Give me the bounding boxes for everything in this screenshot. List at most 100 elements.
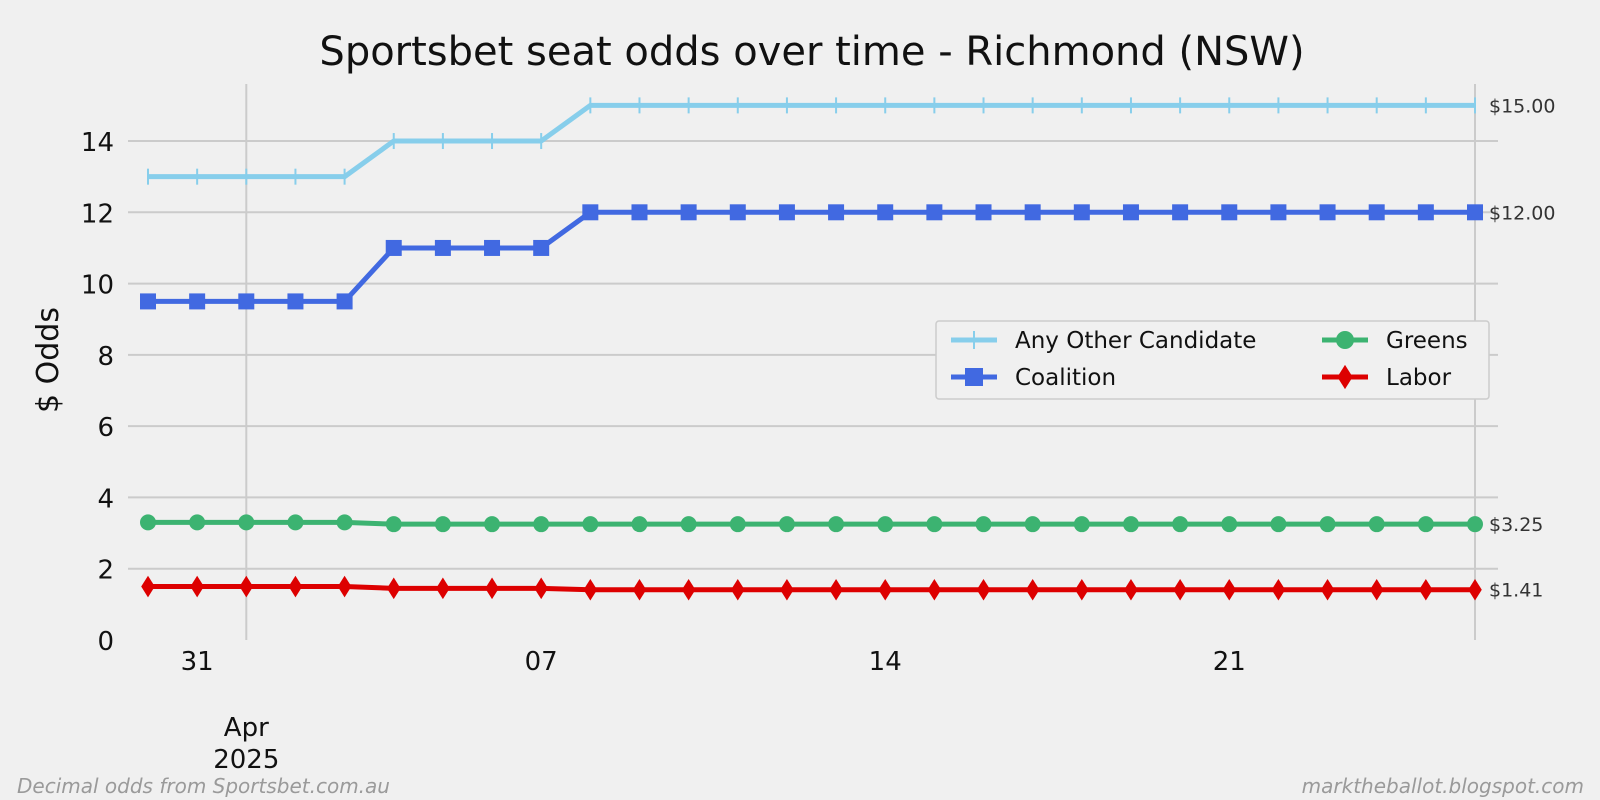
data-point <box>140 514 156 531</box>
data-point <box>1122 204 1139 221</box>
data-point <box>386 577 401 600</box>
data-point <box>877 204 894 221</box>
data-point <box>385 239 402 256</box>
data-point <box>239 575 254 598</box>
data-point <box>141 575 155 598</box>
data-point <box>1124 578 1138 601</box>
series-line <box>148 209 1475 304</box>
data-point <box>926 204 943 221</box>
data-point <box>680 516 697 533</box>
data-point <box>485 577 499 600</box>
data-point <box>238 514 255 531</box>
series-labor <box>141 575 1482 601</box>
data-point <box>238 293 255 310</box>
data-point <box>729 516 746 533</box>
x-tick-label: 21 <box>1213 647 1246 677</box>
data-point <box>1337 364 1353 390</box>
data-point <box>1172 204 1189 221</box>
data-point <box>1221 516 1238 533</box>
data-point <box>975 204 992 221</box>
data-point <box>631 204 648 221</box>
data-point <box>829 578 843 601</box>
series-layer <box>140 97 1483 601</box>
data-point <box>583 578 598 601</box>
data-point <box>778 516 795 533</box>
data-point <box>484 239 501 256</box>
site-credit: marktheballot.blogspot.com <box>1301 774 1584 798</box>
data-point <box>434 516 451 533</box>
end-value-label: $1.41 <box>1489 580 1543 602</box>
y-tick-label: 8 <box>97 342 114 372</box>
data-point <box>1368 516 1385 533</box>
y-tick-label: 6 <box>97 413 114 443</box>
end-value-label: $3.25 <box>1489 514 1543 536</box>
data-point <box>976 578 991 601</box>
legend-label: Coalition <box>1015 365 1116 391</box>
data-point <box>1172 516 1189 533</box>
data-point <box>631 516 648 533</box>
source-note: Decimal odds from Sportsbet.com.au <box>17 774 390 798</box>
data-point <box>533 239 550 256</box>
data-point <box>436 577 450 600</box>
x-tick-label: 31 <box>181 647 214 677</box>
data-point <box>1468 578 1482 601</box>
data-point <box>1336 331 1354 349</box>
series-any-other-candidate <box>147 97 1476 185</box>
end-value-label: $15.00 <box>1489 95 1555 117</box>
data-point <box>1368 204 1385 221</box>
data-point <box>1319 204 1336 221</box>
y-tick-label: 4 <box>97 484 114 514</box>
chart-title: Sportsbet seat odds over time - Richmond… <box>319 29 1304 75</box>
x-year-label: 2025 <box>213 745 279 775</box>
end-labels: $15.00 $12.00 $3.25 $1.41 <box>1489 95 1555 601</box>
legend-item: Labor <box>1322 364 1452 391</box>
data-point <box>190 575 204 598</box>
data-point <box>681 578 696 601</box>
data-point <box>1467 204 1483 221</box>
data-point <box>1270 516 1287 533</box>
data-point <box>965 368 983 386</box>
y-tick-label: 14 <box>81 128 114 158</box>
data-point <box>927 578 942 601</box>
data-point <box>1024 204 1041 221</box>
data-point <box>582 516 599 533</box>
data-point <box>533 516 550 533</box>
data-point <box>484 516 501 533</box>
data-point <box>534 577 548 600</box>
data-point <box>828 204 845 221</box>
data-point <box>288 575 303 598</box>
y-axis-label: $ Odds <box>31 307 66 413</box>
data-point <box>1075 578 1089 601</box>
legend-item: Any Other Candidate <box>951 328 1256 354</box>
data-point <box>189 293 206 310</box>
legend: Any Other Candidate Coalition Greens Labor <box>935 320 1490 400</box>
data-point <box>140 293 156 310</box>
data-point <box>287 293 304 310</box>
y-tick-label: 12 <box>81 199 114 229</box>
legend-label: Labor <box>1386 365 1452 391</box>
data-point <box>926 516 943 533</box>
data-point <box>1173 578 1187 601</box>
data-point <box>336 514 353 531</box>
data-point <box>434 239 451 256</box>
data-point <box>778 204 795 221</box>
x-month-label: Apr <box>224 713 269 743</box>
y-tick-label: 2 <box>97 556 114 586</box>
legend-item: Greens <box>1322 328 1468 354</box>
data-point <box>1369 578 1384 601</box>
data-point <box>730 578 745 601</box>
data-point <box>1073 516 1090 533</box>
data-point <box>1419 578 1433 601</box>
y-axis-ticks: 0 2 4 6 8 10 12 14 <box>81 128 114 657</box>
data-point <box>1417 204 1434 221</box>
data-point <box>1271 578 1286 601</box>
x-tick-label: 14 <box>869 647 902 677</box>
data-point <box>680 204 697 221</box>
data-point <box>1270 204 1287 221</box>
data-point <box>1417 516 1434 533</box>
data-point <box>1122 516 1139 533</box>
series-line <box>148 584 1475 593</box>
data-point <box>828 516 845 533</box>
legend-label: Greens <box>1386 328 1468 354</box>
